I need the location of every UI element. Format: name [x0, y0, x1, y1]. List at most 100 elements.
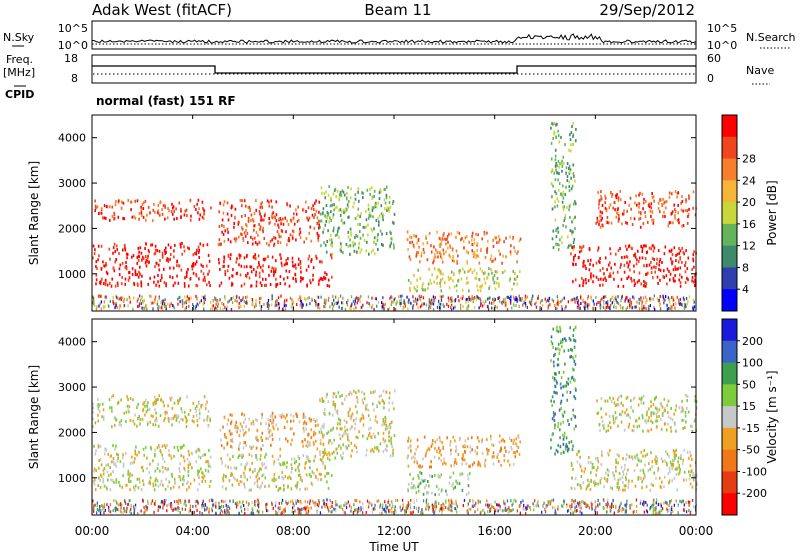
echo-cell [93, 300, 95, 304]
echo-cell [651, 210, 653, 214]
echo-cell [355, 508, 357, 512]
echo-cell [331, 203, 333, 207]
echo-cell [640, 245, 642, 249]
echo-cell [155, 261, 158, 265]
echo-cell [652, 218, 655, 222]
echo-cell [118, 297, 121, 301]
echo-cell [183, 284, 186, 288]
echo-cell [251, 242, 254, 246]
echo-cell [202, 206, 204, 210]
echo-cell [693, 265, 695, 269]
echo-cell [644, 306, 646, 310]
echo-cell [503, 439, 506, 443]
echo-cell [288, 236, 290, 240]
echo-cell [193, 478, 196, 482]
echo-cell [574, 509, 576, 513]
echo-cell [541, 303, 544, 307]
echo-cell [320, 186, 323, 190]
echo-cell [165, 498, 167, 502]
echo-cell [163, 499, 166, 503]
echo-cell [120, 503, 122, 507]
echo-cell [347, 444, 350, 448]
echo-cell [264, 257, 267, 261]
echo-cell [432, 261, 434, 265]
echo-cell [259, 227, 261, 231]
echo-cell [96, 508, 99, 511]
echo-cell [224, 295, 226, 299]
echo-cell [412, 243, 415, 247]
echo-cell [250, 422, 253, 426]
echo-cell [95, 273, 98, 277]
echo-cell [132, 254, 135, 258]
echo-cell [198, 207, 200, 211]
echo-cell [384, 420, 387, 424]
echo-cell [572, 217, 575, 221]
echo-cell [105, 262, 107, 265]
echo-cell [391, 295, 393, 299]
echo-cell [243, 482, 245, 486]
echo-cell [656, 262, 658, 266]
echo-cell [307, 206, 310, 210]
echo-cell [449, 244, 451, 248]
echo-cell [370, 391, 372, 395]
echo-cell [186, 482, 188, 485]
echo-cell [467, 307, 469, 311]
echo-cell [116, 281, 119, 285]
echo-cell [335, 410, 338, 414]
echo-cell [579, 307, 581, 310]
echo-cell [622, 306, 624, 310]
echo-cell [200, 404, 202, 407]
echo-cell [132, 485, 135, 489]
echo-cell [231, 204, 233, 208]
echo-cell [149, 407, 151, 411]
echo-cell [452, 306, 455, 310]
echo-cell [691, 268, 693, 271]
echo-cell [98, 466, 100, 470]
echo-cell [362, 502, 364, 506]
echo-cell [609, 252, 612, 256]
echo-cell [345, 446, 348, 450]
echo-cell [636, 258, 638, 262]
noise-left-tick-top: 10^5 [58, 22, 88, 35]
echo-cell [351, 449, 353, 453]
echo-cell [121, 503, 123, 507]
echo-cell [223, 255, 225, 259]
echo-cell [158, 505, 160, 509]
echo-cell [607, 300, 609, 304]
echo-cell [243, 300, 245, 303]
echo-cell [222, 425, 224, 429]
echo-cell [615, 306, 617, 310]
echo-cell [272, 418, 275, 422]
echo-cell [336, 503, 338, 507]
echo-cell [119, 509, 121, 513]
echo-cell [584, 301, 586, 304]
echo-cell [252, 303, 254, 307]
echo-cell [385, 506, 387, 510]
echo-cell [461, 297, 464, 300]
echo-cell [515, 437, 518, 441]
echo-cell [142, 407, 145, 411]
echo-cell [322, 435, 324, 439]
echo-cell [374, 297, 376, 300]
echo-cell [663, 275, 665, 279]
echo-cell [455, 249, 458, 253]
echo-cell [504, 297, 506, 301]
echo-cell [361, 398, 364, 402]
echo-cell [484, 281, 487, 285]
echo-cell [226, 422, 229, 426]
echo-cell [391, 500, 393, 504]
echo-cell [561, 164, 564, 168]
echo-cell [283, 484, 285, 488]
echo-cell [179, 300, 181, 304]
echo-cell [409, 289, 412, 293]
echo-cell [300, 296, 302, 300]
echo-cell [435, 506, 437, 510]
echo-cell [122, 248, 124, 252]
echo-cell [642, 307, 644, 311]
echo-cell [228, 299, 231, 303]
echo-cell [147, 254, 149, 258]
echo-cell [316, 511, 318, 514]
echo-cell [283, 263, 286, 267]
echo-cell [475, 501, 477, 505]
echo-cell [645, 501, 647, 504]
